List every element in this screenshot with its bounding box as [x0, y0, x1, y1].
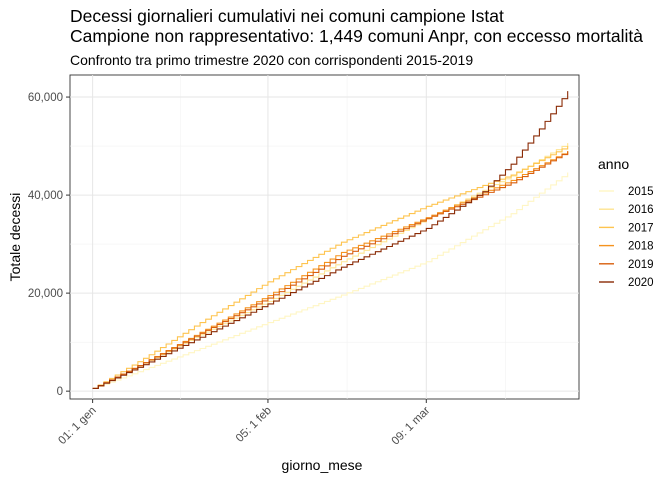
- plot-panel: [69, 74, 580, 400]
- chart-title: Decessi giornalieri cumulativi nei comun…: [70, 6, 504, 26]
- x-tick-label: 09: 1 mar: [390, 405, 433, 448]
- legend-label-2018: 2018: [628, 241, 654, 253]
- series-line-2015: [92, 172, 569, 390]
- y-axis-title: Totale decessi: [7, 193, 23, 282]
- series-line-2017: [92, 146, 569, 390]
- legend: anno 2015 2016 2017 2018 2019 2020: [598, 156, 654, 289]
- legend-label-2020: 2020: [628, 277, 654, 289]
- series-layer: [92, 91, 569, 390]
- gridlines: [70, 75, 579, 399]
- chart-title-line2: Campione non rappresentativo: 1,449 comu…: [70, 26, 643, 46]
- x-tick-label: 01: 1 gen: [56, 405, 98, 447]
- series-line-2019: [92, 151, 569, 390]
- legend-label-2015: 2015: [628, 186, 654, 198]
- legend-label-2019: 2019: [628, 259, 654, 271]
- legend-label-2016: 2016: [628, 204, 654, 216]
- legend-title: anno: [598, 156, 629, 172]
- y-tick-label: 40,000: [28, 190, 63, 202]
- y-tick-label: 0: [57, 386, 63, 398]
- y-tick-label: 60,000: [28, 92, 63, 104]
- x-axis-title: giorno_mese: [282, 457, 363, 473]
- legend-label-2017: 2017: [628, 222, 654, 234]
- chart-subtitle: Confronto tra primo trimestre 2020 con c…: [70, 52, 474, 68]
- y-tick-label: 20,000: [28, 288, 63, 300]
- x-tick-label: 05: 1 feb: [234, 405, 274, 445]
- series-line-2020: [92, 91, 569, 390]
